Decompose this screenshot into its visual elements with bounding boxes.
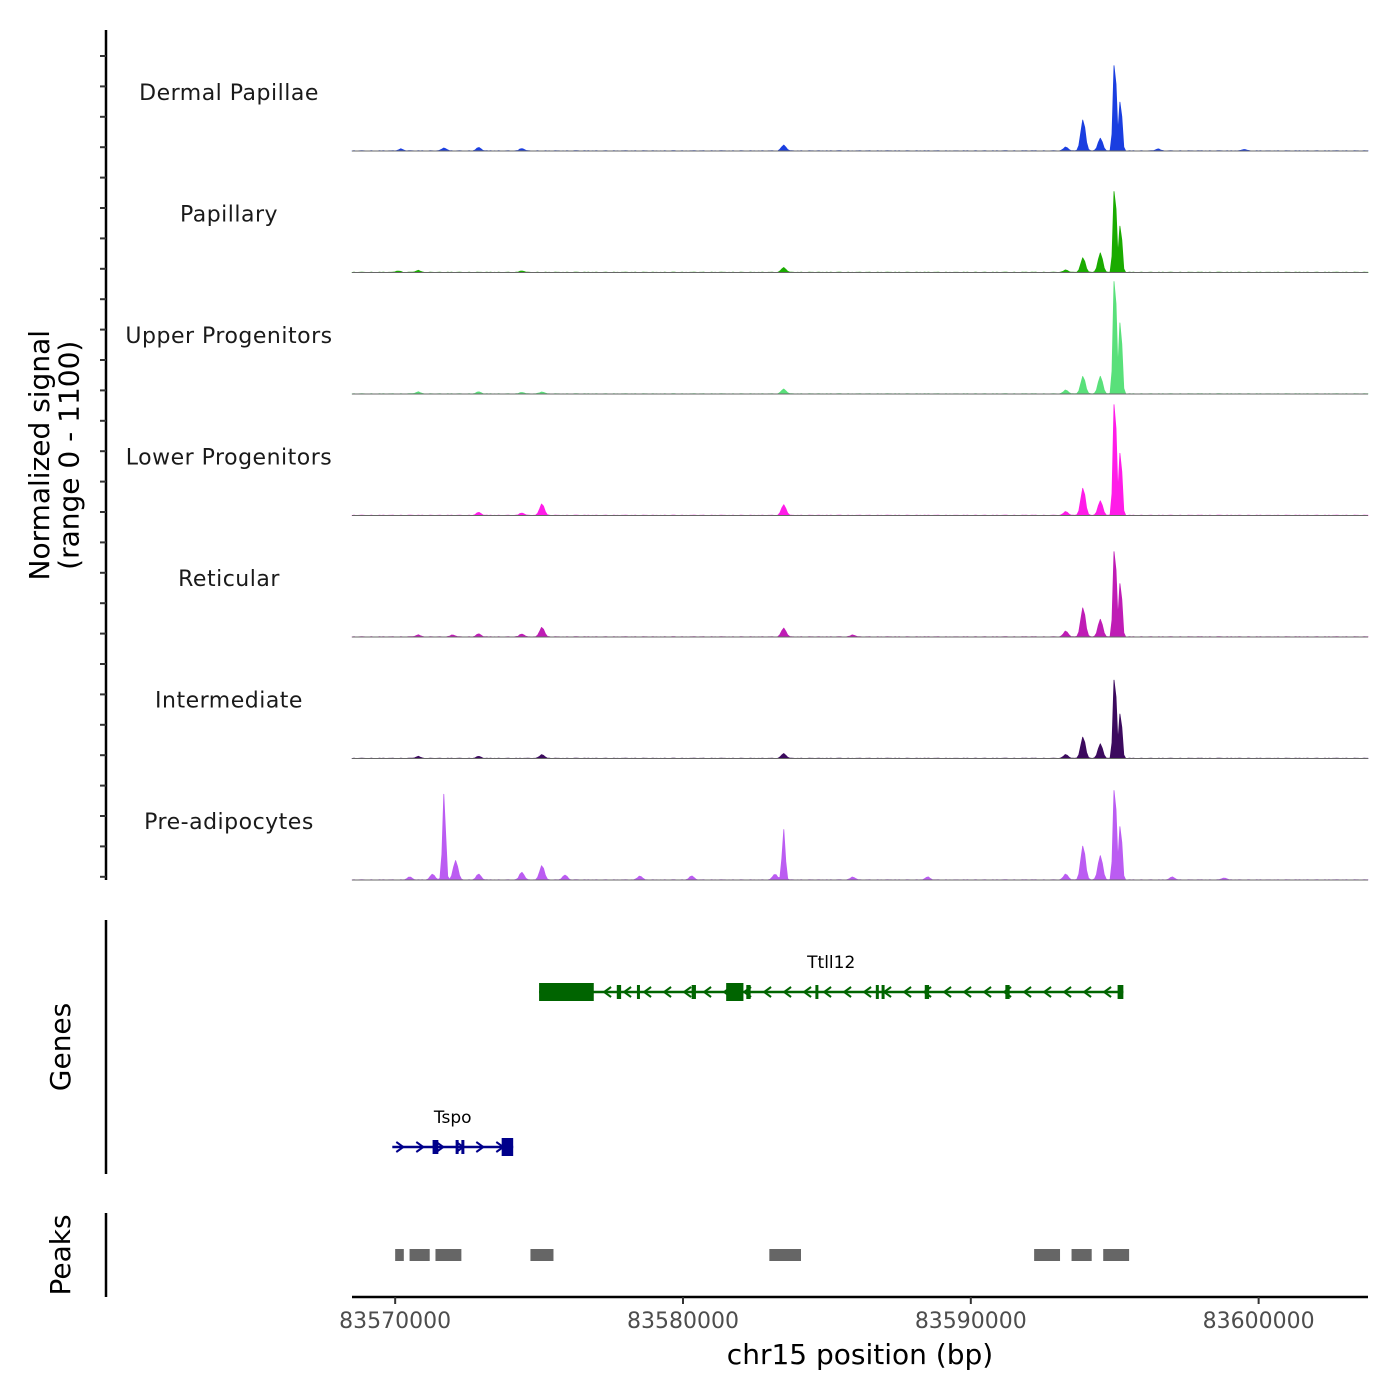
track-label-dermal-papillae: Dermal Papillae (139, 81, 319, 106)
gene-exon-tspo (501, 1138, 514, 1156)
gene-exon-ttll12 (881, 985, 885, 999)
gene-exon-ttll12 (726, 983, 744, 1001)
coverage-area-dermal-papillae (351, 65, 1369, 152)
gene-strand-chevron (942, 986, 952, 998)
coverage-area-papillary (351, 191, 1369, 273)
coverage-area-reticular (351, 551, 1369, 638)
gene-strand-chevron (1102, 986, 1112, 998)
peak-region (395, 1249, 404, 1261)
coverage-area-pre-adipocytes (351, 790, 1369, 881)
x-tick-label: 83580000 (627, 1309, 739, 1334)
peaks-y-label: Peaks (44, 1214, 77, 1295)
gene-exon-tspo (461, 1140, 465, 1154)
peak-region (409, 1249, 430, 1261)
genes-panel: Genes Ttll12 Tspo (44, 920, 1124, 1174)
gene-label-ttll12: Ttll12 (806, 953, 855, 973)
gene-exon-tspo (455, 1140, 459, 1154)
gene-strand-chevron (642, 986, 652, 998)
gene-strand-chevron (982, 986, 992, 998)
gene-exon-ttll12 (815, 985, 819, 999)
peak-region (435, 1249, 462, 1261)
track-label-papillary: Papillary (180, 203, 278, 228)
peak-region (1103, 1249, 1130, 1261)
peaks-panel: Peaks (44, 1213, 1130, 1297)
gene-strand-chevron (702, 986, 712, 998)
peak-region (1034, 1249, 1061, 1261)
gene-strand-chevron (762, 986, 772, 998)
track-label-pre-adipocytes: Pre-adipocytes (144, 810, 314, 835)
x-tick-label: 83600000 (1203, 1309, 1315, 1334)
gene-label-tspo: Tspo (433, 1108, 472, 1128)
gene-strand-chevron (682, 986, 692, 998)
gene-strand-chevron (622, 986, 632, 998)
gene-strand-chevron (1042, 986, 1052, 998)
gene-exon-ttll12 (924, 985, 930, 999)
coverage-panel: Normalized signal(range 0 - 1100) Dermal … (23, 30, 1369, 881)
peak-region (769, 1249, 801, 1261)
x-axis-title: chr15 position (bp) (727, 1338, 993, 1371)
gene-exon-ttll12 (1005, 985, 1010, 999)
genes-y-label: Genes (44, 1003, 77, 1091)
gene-strand-chevron (1082, 986, 1092, 998)
track-label-upper-progenitors: Upper Progenitors (125, 324, 332, 349)
x-tick-label: 83590000 (915, 1309, 1027, 1334)
gene-strand-chevron (822, 986, 832, 998)
coverage-area-lower-progenitors (351, 404, 1369, 516)
track-label-intermediate: Intermediate (155, 689, 303, 714)
x-axis: 83570000 83580000 83590000 83600000 chr15 po… (339, 1295, 1368, 1371)
gene-strand-chevron (842, 986, 852, 998)
gene-strand-chevron (1062, 986, 1072, 998)
gene-exon-ttll12 (1117, 985, 1124, 999)
gene-exon-ttll12 (875, 985, 879, 999)
coverage-y-label-line2: (range 0 - 1100) (53, 341, 86, 570)
gene-strand-chevron (1022, 986, 1032, 998)
peak-region (530, 1249, 554, 1261)
track-label-reticular: Reticular (178, 567, 280, 592)
gene-exon-ttll12 (616, 985, 622, 999)
track-label-lower-progenitors: Lower Progenitors (126, 446, 332, 471)
gene-strand-chevron (415, 1141, 426, 1153)
gene-exon-ttll12 (691, 985, 696, 999)
gene-strand-chevron (395, 1141, 406, 1153)
gene-strand-chevron (782, 986, 792, 998)
gene-strand-chevron (802, 986, 812, 998)
gene-strand-chevron (602, 986, 612, 998)
gene-exon-ttll12 (539, 983, 594, 1001)
peak-region (1071, 1249, 1092, 1261)
gene-strand-chevron (962, 986, 972, 998)
coverage-y-label-line1: Normalized signal (23, 330, 56, 581)
gene-exon-ttll12 (746, 985, 751, 999)
gene-exon-tspo (432, 1140, 439, 1154)
coverage-area-intermediate (351, 679, 1369, 759)
coverage-y-label: Normalized signal(range 0 - 1100) (23, 330, 85, 581)
gene-strand-chevron (902, 986, 912, 998)
gene-strand-chevron (862, 986, 872, 998)
gene-exon-ttll12 (636, 985, 640, 999)
x-tick-label: 83570000 (339, 1309, 451, 1334)
gene-strand-chevron (435, 1141, 446, 1153)
gene-strand-chevron (662, 986, 672, 998)
gene-strand-chevron (475, 1141, 486, 1153)
coverage-area-upper-progenitors (351, 281, 1369, 395)
